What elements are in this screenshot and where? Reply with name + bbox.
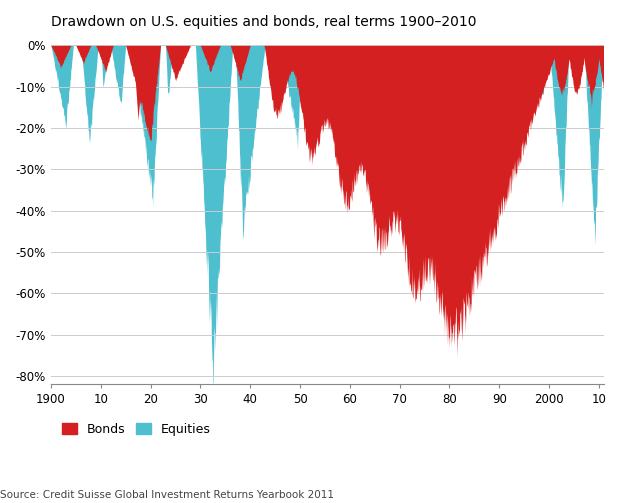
Text: Drawdown on U.S. equities and bonds, real terms 1900–2010: Drawdown on U.S. equities and bonds, rea… bbox=[51, 15, 476, 29]
Legend: Bonds, Equities: Bonds, Equities bbox=[57, 417, 216, 441]
Text: Source: Credit Suisse Global Investment Returns Yearbook 2011: Source: Credit Suisse Global Investment … bbox=[0, 490, 334, 500]
